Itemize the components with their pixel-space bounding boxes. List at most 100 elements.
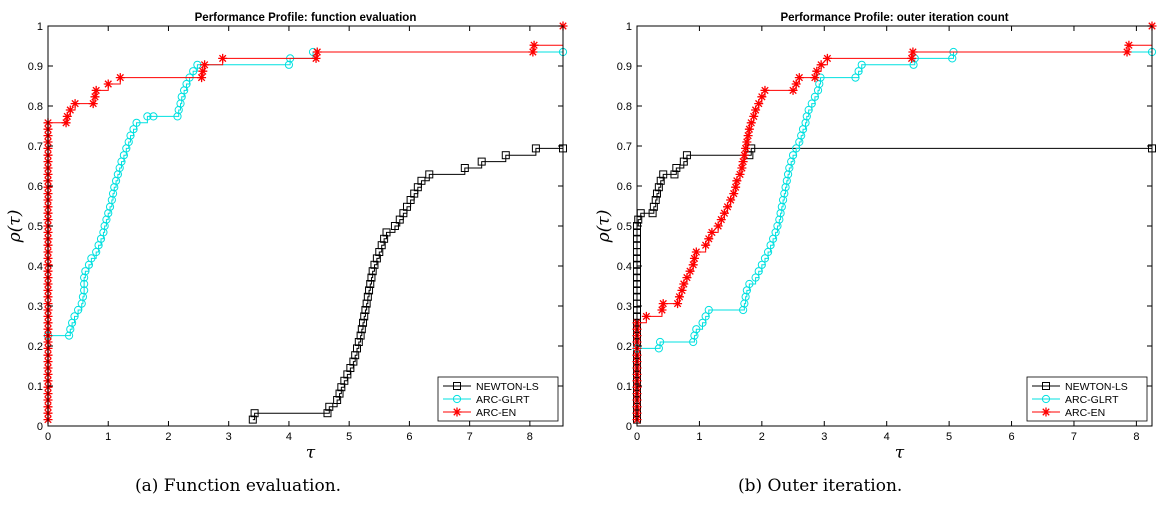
data-point xyxy=(360,312,369,321)
x-tick-label: 7 xyxy=(467,431,473,443)
data-point xyxy=(312,47,322,57)
data-point xyxy=(477,157,486,166)
data-point xyxy=(531,144,540,153)
y-tick-label: 0.6 xyxy=(617,181,632,193)
data-point xyxy=(851,73,860,82)
data-point xyxy=(741,143,751,153)
data-point xyxy=(754,267,763,276)
data-point xyxy=(651,196,660,204)
data-point xyxy=(380,234,389,243)
data-point xyxy=(741,292,750,301)
x-tick-label: 6 xyxy=(1008,431,1014,443)
data-point xyxy=(775,215,784,224)
data-point xyxy=(691,247,701,257)
data-point xyxy=(641,311,651,321)
data-point xyxy=(749,111,759,121)
y-tick-label: 0.7 xyxy=(617,141,632,153)
legend-entry-arc-en: ARC-EN xyxy=(1032,407,1105,419)
data-point xyxy=(685,266,695,276)
data-point xyxy=(739,305,748,315)
data-point xyxy=(656,176,665,185)
y-tick-label: 0.4 xyxy=(617,261,632,273)
data-point xyxy=(359,318,368,327)
x-tick-label: 3 xyxy=(226,431,232,443)
x-tick-label: 4 xyxy=(884,431,890,443)
data-point xyxy=(382,228,391,237)
data-point xyxy=(689,253,699,263)
data-point xyxy=(529,40,539,50)
data-point xyxy=(746,118,756,128)
data-point xyxy=(132,118,141,127)
data-point xyxy=(807,99,816,108)
data-point xyxy=(648,209,657,218)
data-point xyxy=(732,176,742,186)
data-point xyxy=(61,118,71,128)
data-point xyxy=(704,234,714,244)
figure-canvas: Performance Profile: function evaluation… xyxy=(5,12,1157,463)
data-point xyxy=(701,312,710,321)
data-point xyxy=(682,151,691,160)
legend-marker xyxy=(452,407,462,417)
data-point xyxy=(738,157,748,167)
data-point xyxy=(377,241,386,250)
data-point xyxy=(1124,40,1134,50)
data-point xyxy=(65,105,75,115)
data-point xyxy=(813,86,823,95)
data-point xyxy=(90,92,100,102)
data-point xyxy=(349,357,358,366)
data-point xyxy=(528,47,538,57)
data-point xyxy=(88,99,98,109)
legend-marker xyxy=(453,382,461,390)
data-point xyxy=(854,67,863,76)
data-point xyxy=(198,66,208,76)
data-point xyxy=(810,92,820,101)
data-point xyxy=(791,79,801,89)
data-point xyxy=(657,305,667,315)
x-tick-label: 1 xyxy=(696,431,702,443)
data-point xyxy=(731,182,741,192)
y-tick-label: 1 xyxy=(37,21,43,33)
data-point xyxy=(907,53,917,63)
data-point xyxy=(776,209,785,218)
data-point xyxy=(353,344,361,353)
legend-marker xyxy=(1041,394,1051,404)
data-point xyxy=(719,208,729,218)
data-point xyxy=(80,273,89,282)
y-tick-label: 0.1 xyxy=(28,381,43,393)
data-point xyxy=(182,79,191,89)
data-point xyxy=(354,338,363,346)
data-point xyxy=(333,396,342,404)
y-tick-label: 0.6 xyxy=(28,181,43,193)
x-tick-label: 5 xyxy=(346,431,352,443)
series-arc-glrt xyxy=(632,47,1157,353)
data-point xyxy=(723,202,733,212)
chart-panel-a: Performance Profile: function evaluation… xyxy=(5,12,568,463)
data-point xyxy=(108,189,118,198)
chart-title: Performance Profile: outer iteration cou… xyxy=(780,12,1008,24)
data-point xyxy=(1122,47,1132,57)
legend-entry-arc-en: ARC-EN xyxy=(443,407,516,419)
plot-area xyxy=(48,26,563,426)
data-point xyxy=(62,111,72,121)
data-point xyxy=(701,240,711,250)
data-point xyxy=(688,260,698,270)
legend-marker xyxy=(1042,382,1050,390)
data-point xyxy=(689,337,698,347)
legend-label: ARC-EN xyxy=(476,407,516,419)
data-point xyxy=(335,389,344,398)
data-point xyxy=(760,254,770,263)
data-point xyxy=(417,176,426,185)
data-point xyxy=(654,344,663,353)
data-point xyxy=(908,47,918,57)
y-tick-label: 0.1 xyxy=(617,381,632,393)
x-tick-label: 8 xyxy=(1133,431,1139,443)
data-point xyxy=(126,131,135,140)
legend-entry-arc-glrt: ARC-GLRT xyxy=(1032,394,1119,406)
data-point xyxy=(655,337,665,347)
x-tick-label: 3 xyxy=(821,431,827,443)
data-point xyxy=(200,60,210,70)
data-point xyxy=(743,131,753,141)
y-tick-label: 0 xyxy=(626,421,632,433)
